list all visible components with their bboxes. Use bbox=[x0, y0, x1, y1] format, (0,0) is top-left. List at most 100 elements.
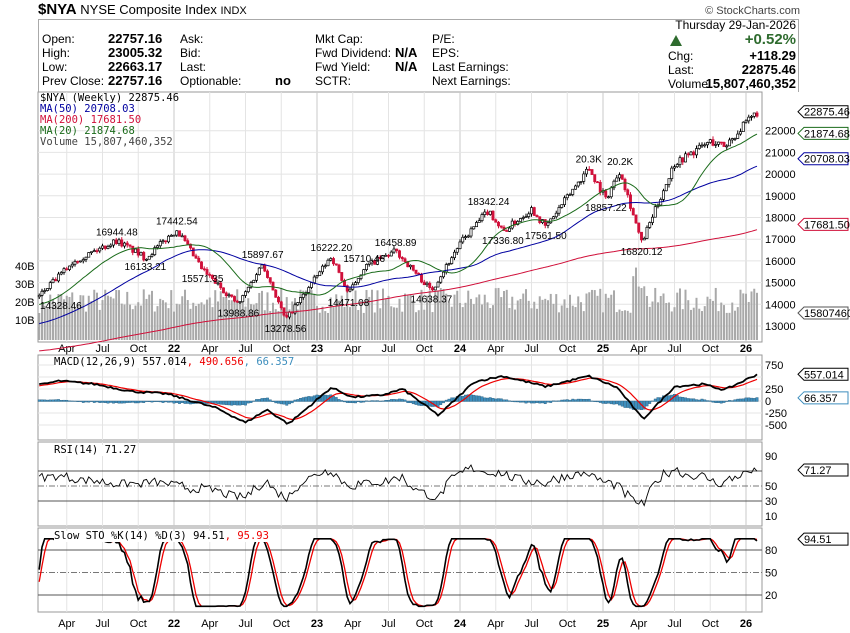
volume-bar bbox=[351, 303, 354, 340]
macd-histogram-bar bbox=[541, 400, 544, 404]
price-annotation: 13278.56 bbox=[265, 324, 307, 335]
macd-histogram-bar bbox=[79, 400, 82, 402]
macd-histogram-bar bbox=[123, 400, 126, 404]
field-label: Open: bbox=[42, 32, 75, 46]
quote-box bbox=[38, 19, 799, 92]
macd-histogram-bar bbox=[106, 400, 110, 404]
candle-up bbox=[524, 216, 528, 218]
volume-bar bbox=[38, 312, 41, 340]
price-tick-label: 16000 bbox=[765, 256, 796, 268]
macd-histogram-bar bbox=[376, 400, 379, 402]
price-annotation: 18342.24 bbox=[468, 197, 510, 208]
price-annotation: 20.3K bbox=[576, 155, 602, 166]
candle-down bbox=[128, 244, 132, 247]
volume-bar bbox=[566, 307, 569, 340]
macd-histogram-bar bbox=[747, 397, 751, 402]
volume-bar bbox=[362, 312, 365, 340]
volume-bar bbox=[379, 308, 382, 340]
candle-up bbox=[257, 267, 261, 275]
candle-down bbox=[345, 285, 349, 292]
ma20-tag-box bbox=[797, 126, 849, 140]
macd-histogram-bar bbox=[293, 399, 297, 402]
candle-up bbox=[455, 248, 459, 253]
candle-up bbox=[376, 256, 379, 265]
volume-bar bbox=[643, 286, 646, 340]
candle-up bbox=[673, 166, 676, 169]
volume-bar bbox=[159, 298, 162, 340]
volume-bar bbox=[481, 304, 483, 340]
macd-histogram-bar bbox=[411, 400, 415, 405]
candle-down bbox=[395, 248, 399, 252]
volume-bar bbox=[412, 300, 415, 340]
volume-bar bbox=[310, 290, 313, 340]
macd-histogram-bar bbox=[81, 400, 85, 403]
macd-histogram-bar bbox=[128, 400, 132, 403]
candle-up bbox=[717, 141, 720, 145]
legend-ma200: MA(200) 17681.50 bbox=[40, 114, 142, 126]
volume-bar bbox=[437, 291, 439, 340]
candle-up bbox=[106, 246, 110, 249]
macd-histogram-bar bbox=[400, 398, 404, 402]
candle-up bbox=[730, 138, 734, 141]
macd-histogram-bar bbox=[263, 397, 267, 402]
legend-price: $NYA (Weekly) 22875.46 bbox=[40, 92, 180, 104]
macd-histogram-bar bbox=[241, 400, 245, 405]
candle-up bbox=[458, 241, 462, 249]
macd-histogram-bar bbox=[675, 395, 679, 402]
volume-bar bbox=[376, 290, 379, 340]
macd-histogram-bar bbox=[310, 396, 313, 402]
candle-down bbox=[332, 258, 335, 265]
volume-bar bbox=[302, 290, 305, 340]
volume-bar bbox=[514, 309, 516, 340]
macd-histogram-bar bbox=[530, 400, 533, 404]
volume-bar bbox=[665, 302, 668, 340]
candle-up bbox=[84, 256, 88, 260]
candle-up bbox=[695, 148, 698, 156]
candle-up bbox=[728, 139, 731, 147]
volume-bar bbox=[753, 288, 756, 340]
macd-histogram-bar bbox=[76, 400, 80, 402]
volume-bar bbox=[731, 302, 734, 340]
candle-down bbox=[114, 239, 118, 244]
volume-bar bbox=[101, 300, 104, 340]
macd-histogram-bar bbox=[87, 400, 91, 403]
candle-up bbox=[527, 213, 531, 217]
volume-bar bbox=[426, 295, 428, 340]
candle-down bbox=[631, 208, 635, 216]
macd-histogram-bar bbox=[216, 400, 220, 405]
volume-bar bbox=[307, 290, 310, 340]
volume-bar bbox=[673, 307, 676, 340]
price-annotation: 15571.35 bbox=[182, 274, 224, 285]
macd-histogram-bar bbox=[538, 400, 542, 404]
candle-up bbox=[299, 297, 302, 304]
candle-down bbox=[387, 254, 390, 257]
candle-up bbox=[51, 279, 55, 284]
volume-bar bbox=[637, 286, 640, 340]
candle-up bbox=[147, 255, 151, 260]
volume-bar bbox=[219, 291, 222, 340]
volume-bar bbox=[332, 307, 335, 340]
volume-bar bbox=[596, 295, 599, 340]
candle-down bbox=[222, 287, 225, 294]
candle-up bbox=[241, 295, 245, 303]
volume-bar bbox=[299, 289, 302, 340]
macd-histogram-bar bbox=[642, 400, 646, 410]
candle-down bbox=[224, 292, 228, 296]
volume-bar bbox=[657, 302, 659, 340]
volume-bar bbox=[329, 297, 332, 340]
volume-bar bbox=[360, 300, 362, 340]
candle-up bbox=[664, 184, 668, 192]
x-tick-label: 26 bbox=[740, 343, 752, 355]
volume-bar bbox=[153, 311, 156, 340]
macd-histogram-bar bbox=[183, 400, 187, 404]
volume-bar bbox=[269, 311, 272, 340]
macd-histogram-bar bbox=[68, 400, 71, 402]
volume-bar bbox=[296, 309, 299, 340]
macd-histogram-bar bbox=[543, 400, 547, 405]
macd-histogram-bar bbox=[513, 400, 517, 403]
volume-bar bbox=[98, 309, 101, 340]
macd-histogram-bar bbox=[359, 400, 363, 403]
volume-bar bbox=[365, 289, 368, 340]
volume-bar bbox=[563, 299, 566, 340]
volume-bar bbox=[239, 303, 241, 340]
